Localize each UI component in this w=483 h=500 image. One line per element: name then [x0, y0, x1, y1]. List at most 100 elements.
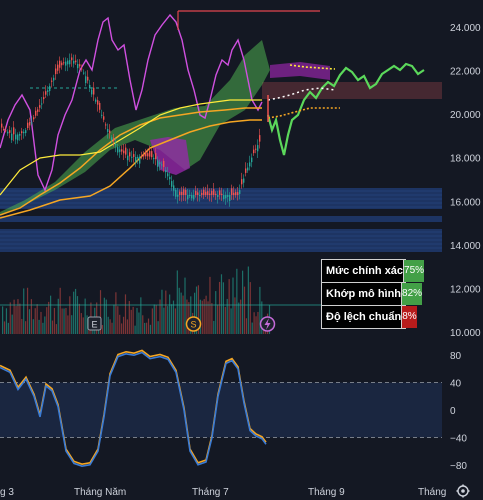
candle-body: [109, 130, 111, 134]
price-tick-label: 10.000: [450, 328, 481, 339]
volume-bar: [74, 288, 77, 334]
volume-bar: [215, 291, 217, 334]
volume-bar: [236, 268, 238, 334]
volume-bar: [205, 295, 207, 334]
volume-bar: [107, 316, 109, 334]
candle-body: [181, 191, 183, 195]
candle-body: [223, 195, 225, 200]
time-axis[interactable]: g 3 Tháng Năm Tháng 7 Tháng 9 Tháng: [0, 487, 446, 498]
stat-row-deviation: Độ lệch chuẩn 8%: [322, 306, 417, 328]
gear-icon[interactable]: [456, 484, 470, 498]
volume-bar: [230, 308, 232, 334]
volume-bar: [11, 314, 13, 334]
volume-bar: [113, 304, 115, 334]
time-tick-label: Tháng 9: [308, 487, 345, 498]
candle-body: [145, 151, 147, 157]
volume-bar: [25, 321, 27, 334]
volume-bar: [9, 302, 11, 334]
candle-body: [259, 135, 261, 142]
volume-bar: [153, 304, 155, 334]
candle-body: [177, 194, 179, 197]
candle-body: [239, 190, 241, 194]
volume-bar: [78, 303, 80, 334]
volume-bar: [182, 295, 184, 334]
volume-bar: [178, 287, 180, 334]
volume-bar: [132, 306, 134, 334]
volume-bar: [165, 290, 167, 334]
candle-body: [125, 147, 127, 155]
oscillator-tick-label: −40: [450, 433, 467, 444]
volume-bar: [119, 314, 121, 334]
candle-body: [69, 60, 71, 65]
stat-value: 8%: [401, 306, 417, 328]
split-marker[interactable]: S: [185, 316, 202, 332]
volume-bar: [226, 298, 228, 334]
candle-body: [159, 162, 161, 165]
candle-body: [97, 100, 99, 105]
candle-body: [211, 191, 213, 195]
candle-body: [133, 154, 135, 157]
volume-bar: [144, 322, 146, 334]
candle-body: [249, 162, 251, 167]
volume-bar: [169, 294, 171, 334]
volume-bar: [147, 318, 150, 334]
candle-body: [83, 72, 85, 74]
candle-body: [73, 60, 75, 64]
price-tick-label: 12.000: [450, 284, 481, 295]
earnings-marker[interactable]: E: [87, 316, 102, 331]
candle-body: [215, 193, 217, 195]
candle-body: [201, 192, 203, 195]
magenta-line: [0, 13, 263, 192]
volume-bar: [69, 296, 71, 334]
volume-bar: [23, 288, 25, 334]
candle-body: [151, 151, 153, 158]
candle-body: [233, 192, 235, 195]
candle-body: [91, 89, 93, 95]
volume-bar: [61, 308, 63, 334]
stat-label: Khớp mô hình: [326, 288, 402, 300]
candle-body: [9, 130, 11, 133]
candle-body: [79, 64, 81, 67]
volume-bar: [159, 299, 161, 334]
volume-bar: [2, 306, 4, 334]
candle-body: [113, 138, 115, 141]
candle-body: [167, 173, 169, 177]
candle-body: [99, 102, 101, 110]
candle-body: [105, 124, 107, 126]
volume-bar: [176, 270, 178, 334]
oscillator-tick-label: 0: [450, 406, 456, 417]
volume-bar: [124, 294, 127, 334]
price-axis[interactable]: 24.000 22.000 20.000 18.000 16.000 14.000 12.0…: [450, 23, 481, 339]
candle-body: [149, 151, 151, 157]
volume-bar: [51, 320, 54, 334]
candle-body: [13, 127, 15, 135]
candle-body: [47, 90, 49, 92]
volume-bar: [5, 308, 8, 334]
candle-body: [49, 85, 51, 92]
candle-body: [197, 192, 199, 195]
volume-bar: [194, 292, 196, 334]
volume-bar: [122, 316, 125, 334]
volume-bar: [71, 315, 73, 334]
lightning-icon[interactable]: [259, 316, 276, 332]
candle-body: [153, 157, 155, 160]
candle-body: [41, 103, 43, 105]
candle-body: [219, 190, 221, 195]
volume-bar: [36, 304, 38, 334]
candle-body: [1, 123, 3, 128]
volume-bar: [44, 316, 46, 334]
volume-bar: [86, 315, 88, 334]
candle-body: [237, 192, 239, 195]
volume-bar: [197, 285, 200, 334]
price-tick-label: 22.000: [450, 67, 481, 78]
volume-bar: [19, 303, 21, 334]
time-tick-label: g 3: [0, 487, 14, 498]
forecast-signal-dots: [289, 64, 336, 70]
volume-bar: [146, 322, 148, 334]
candle-body: [39, 105, 41, 108]
volume-bar: [115, 292, 117, 334]
candle-body: [61, 62, 63, 66]
candle-body: [123, 150, 125, 154]
